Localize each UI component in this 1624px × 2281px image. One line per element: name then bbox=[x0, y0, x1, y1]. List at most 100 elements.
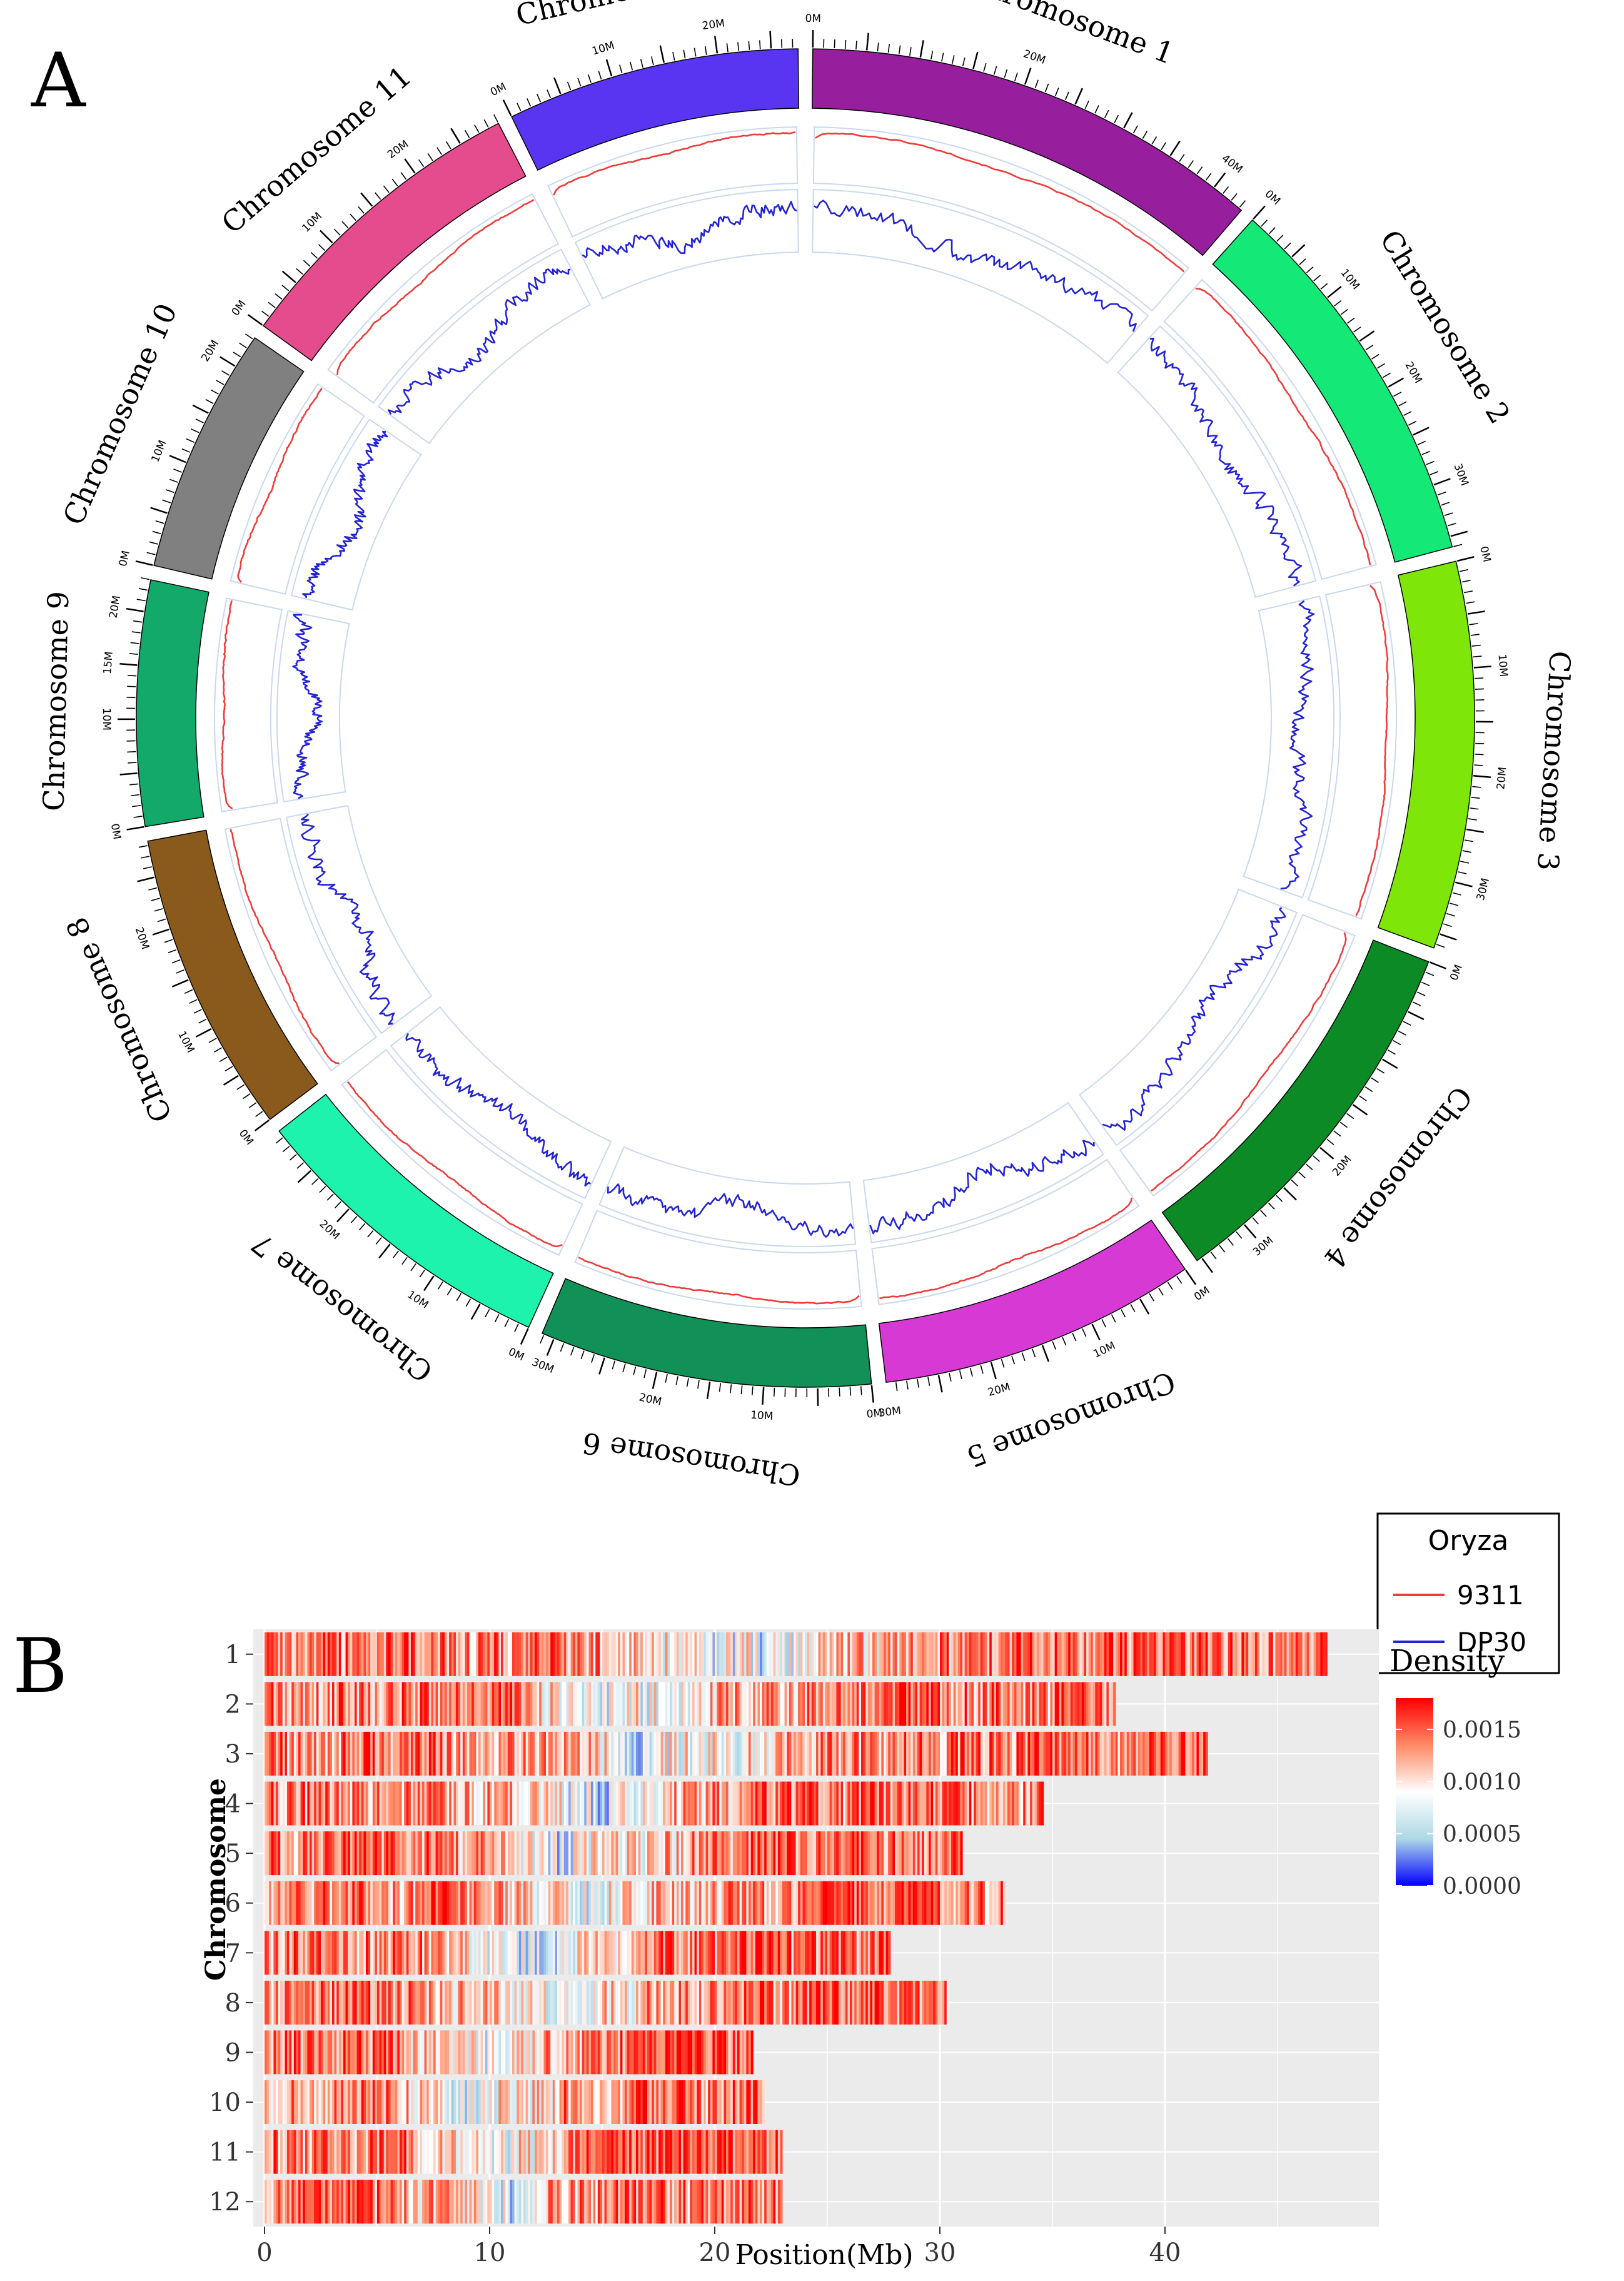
heatmap-cell bbox=[352, 1632, 355, 1676]
chr1-tick bbox=[1074, 88, 1083, 105]
heatmap-cell bbox=[782, 1632, 785, 1676]
heatmap-cell bbox=[496, 1931, 499, 1975]
heatmap-cell bbox=[629, 1980, 632, 2025]
heatmap-cell bbox=[530, 2080, 533, 2124]
heatmap-cell bbox=[338, 1632, 341, 1676]
heatmap-cell bbox=[856, 1881, 859, 1925]
heatmap-cell bbox=[1091, 1731, 1094, 1776]
heatmap-cell bbox=[922, 1831, 925, 1876]
heatmap-cell bbox=[595, 2030, 598, 2075]
chr4-track-frame bbox=[1119, 914, 1356, 1197]
heatmap-cell bbox=[510, 1632, 513, 1676]
heatmap-cell bbox=[719, 1881, 722, 1925]
heatmap-cell bbox=[881, 1980, 884, 2025]
heatmap-cell bbox=[665, 2080, 668, 2124]
heatmap-cell bbox=[611, 2030, 614, 2075]
heatmap-cell bbox=[766, 1931, 769, 1975]
heatmap-cell bbox=[575, 1980, 578, 2025]
heatmap-cell bbox=[485, 2030, 488, 2075]
heatmap-cell bbox=[645, 1781, 648, 1826]
heatmap-cell bbox=[490, 1632, 493, 1676]
chr3-tick bbox=[1452, 892, 1461, 896]
heatmap-cell bbox=[518, 2130, 522, 2174]
heatmap-cell bbox=[746, 2030, 749, 2075]
heatmap-cell bbox=[676, 1632, 679, 1676]
heatmap-cell bbox=[577, 1931, 580, 1975]
heatmap-cell bbox=[906, 1632, 909, 1676]
heatmap-cell bbox=[501, 2180, 504, 2224]
heatmap-cell bbox=[406, 2130, 409, 2174]
chr6-track-frame bbox=[598, 1146, 857, 1247]
heatmap-cell bbox=[1050, 1731, 1053, 1776]
heatmap-cell bbox=[694, 2130, 697, 2174]
heatmap-cell bbox=[704, 1632, 707, 1676]
heatmap-cell bbox=[314, 1980, 317, 2025]
heatmap-cell bbox=[775, 1731, 779, 1776]
heatmap-cell bbox=[420, 2180, 423, 2224]
heatmap-cell bbox=[298, 1632, 301, 1676]
heatmap-row-chr5 bbox=[265, 1831, 963, 1876]
heatmap-cell bbox=[908, 1682, 911, 1726]
heatmap-cell bbox=[512, 1980, 515, 2025]
heatmap-cell bbox=[850, 1632, 853, 1676]
heatmap-cell bbox=[811, 1632, 814, 1676]
heatmap-cell bbox=[325, 1881, 328, 1925]
heatmap-cell bbox=[1039, 1731, 1042, 1776]
heatmap-cell bbox=[847, 1632, 850, 1676]
heatmap-cell bbox=[296, 1831, 299, 1876]
chr6-tick-label: 0M bbox=[866, 1407, 883, 1420]
heatmap-cell bbox=[692, 1682, 695, 1726]
heatmap-cell bbox=[345, 1831, 348, 1876]
heatmap-cell bbox=[665, 1682, 668, 1726]
heatmap-cell bbox=[445, 1682, 448, 1726]
heatmap-cell bbox=[372, 1682, 375, 1726]
heatmap-cell bbox=[865, 1881, 869, 1925]
heatmap-cell bbox=[1025, 1632, 1028, 1676]
heatmap-cell bbox=[782, 1881, 785, 1925]
heatmap-cell bbox=[749, 2180, 752, 2224]
chr11-tick bbox=[450, 128, 461, 144]
heatmap-cell bbox=[1068, 1682, 1071, 1726]
heatmap-cell bbox=[355, 1881, 358, 1925]
heatmap-cell bbox=[805, 1881, 808, 1925]
heatmap-cell bbox=[460, 1632, 463, 1676]
heatmap-cell bbox=[834, 1831, 837, 1876]
heatmap-cell bbox=[584, 2180, 587, 2224]
heatmap-cell bbox=[773, 1881, 776, 1925]
heatmap-cell bbox=[1084, 1682, 1087, 1726]
heatmap-cell bbox=[780, 2130, 783, 2174]
heatmap-cell bbox=[440, 1931, 443, 1975]
heatmap-cell bbox=[746, 1881, 749, 1925]
heatmap-cell bbox=[287, 2080, 290, 2124]
heatmap-cell bbox=[910, 1632, 914, 1676]
heatmap-cell bbox=[960, 1731, 963, 1776]
heatmap-cell bbox=[476, 1931, 479, 1975]
heatmap-cell bbox=[591, 1881, 594, 1925]
heatmap-cell bbox=[836, 1931, 839, 1975]
heatmap-cell bbox=[334, 2080, 337, 2124]
heatmap-cell bbox=[546, 2080, 549, 2124]
heatmap-cell bbox=[503, 1731, 506, 1776]
heatmap-cell bbox=[633, 1682, 637, 1726]
legend-label-dp30: DP30 bbox=[1457, 1627, 1526, 1657]
heatmap-cell bbox=[656, 2130, 659, 2174]
heatmap-cell bbox=[656, 2030, 659, 2075]
heatmap-cell bbox=[608, 1632, 612, 1676]
heatmap-cell bbox=[366, 2030, 369, 2075]
heatmap-cell bbox=[629, 1831, 632, 1876]
heatmap-cell bbox=[352, 2080, 355, 2124]
heatmap-cell bbox=[417, 1881, 420, 1925]
heatmap-cell bbox=[1144, 1731, 1147, 1776]
heatmap-cell bbox=[311, 1632, 315, 1676]
heatmap-cell bbox=[798, 1831, 801, 1876]
chr9-tick bbox=[131, 794, 140, 797]
heatmap-cell bbox=[494, 2030, 497, 2075]
heatmap-cell bbox=[478, 1682, 482, 1726]
heatmap-cell bbox=[356, 1980, 360, 2025]
heatmap-cell bbox=[473, 1632, 477, 1676]
heatmap-cell bbox=[552, 1931, 555, 1975]
heatmap-cell bbox=[879, 1682, 882, 1726]
chr7-tick bbox=[410, 1263, 416, 1272]
heatmap-cell bbox=[971, 1781, 974, 1826]
heatmap-cell bbox=[697, 2030, 700, 2075]
